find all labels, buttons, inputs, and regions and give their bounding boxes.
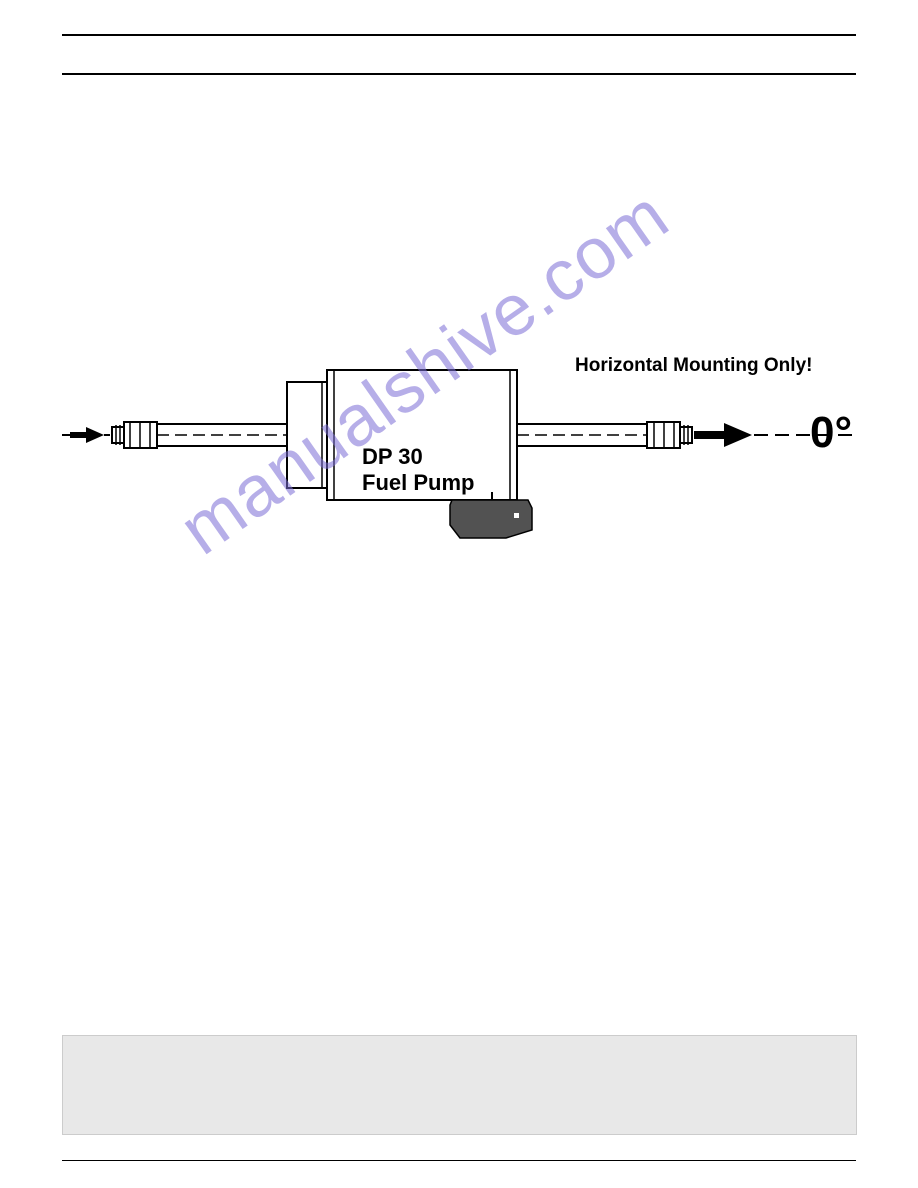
angle-label: 0°: [810, 408, 852, 458]
pump-model-label: DP 30: [362, 444, 423, 470]
footer-rule: [62, 1160, 856, 1161]
header-rule-1: [62, 34, 856, 36]
header-rule-2: [62, 73, 856, 75]
info-box: [62, 1035, 857, 1135]
pump-name-label: Fuel Pump: [362, 470, 474, 496]
horizontal-mounting-label: Horizontal Mounting Only!: [575, 355, 812, 377]
